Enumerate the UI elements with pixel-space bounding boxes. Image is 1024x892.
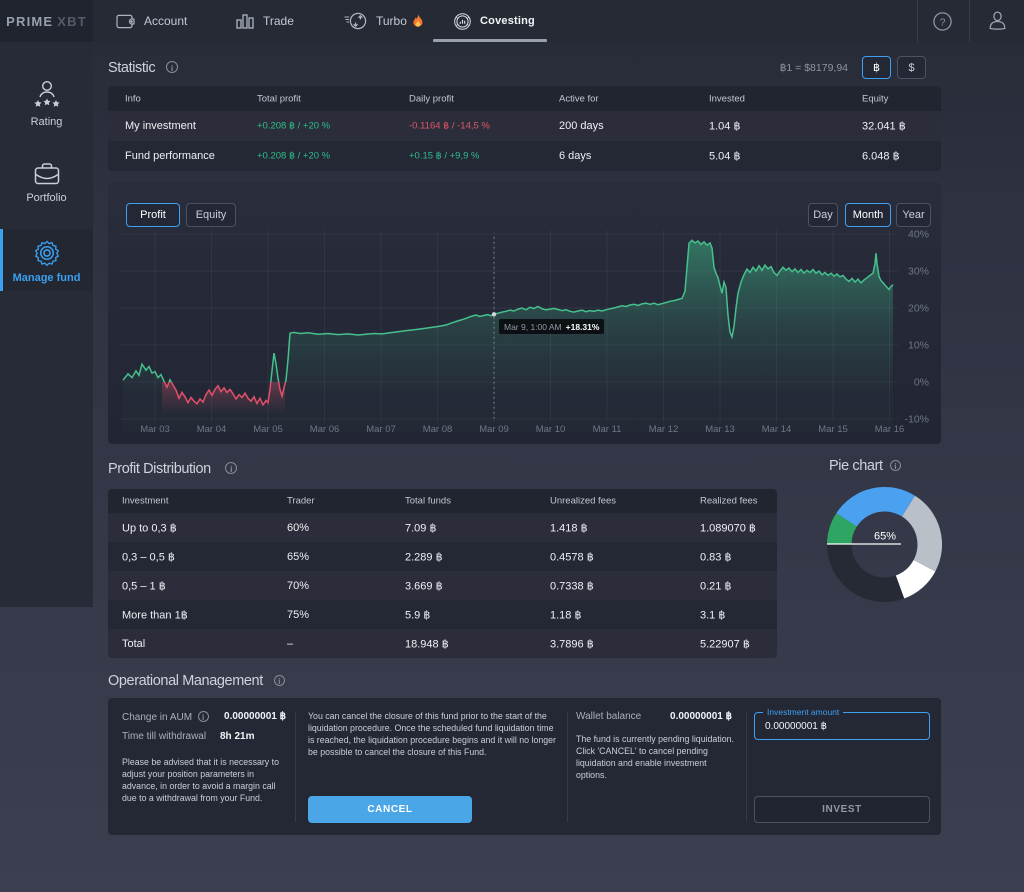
svg-text:Mar 14: Mar 14 <box>762 424 792 435</box>
svg-text:20%: 20% <box>908 303 929 315</box>
svg-text:0%: 0% <box>914 377 929 389</box>
svg-text:?: ? <box>940 16 946 28</box>
svg-text:Mar 05: Mar 05 <box>253 424 283 435</box>
svg-text:Mar 13: Mar 13 <box>705 424 735 435</box>
svg-text:Mar 10: Mar 10 <box>536 424 566 435</box>
svg-text:Mar 09: Mar 09 <box>479 424 509 435</box>
svg-text:65%: 65% <box>874 531 896 543</box>
svg-text:30%: 30% <box>908 266 929 278</box>
svg-text:Mar 16: Mar 16 <box>875 424 905 435</box>
svg-text:10%: 10% <box>908 340 929 352</box>
svg-text:Mar 03: Mar 03 <box>140 424 170 435</box>
svg-text:Mar 06: Mar 06 <box>310 424 340 435</box>
svg-text:Mar 15: Mar 15 <box>818 424 848 435</box>
svg-text:Mar 08: Mar 08 <box>423 424 453 435</box>
svg-text:Mar 07: Mar 07 <box>366 424 396 435</box>
svg-text:40%: 40% <box>908 229 929 241</box>
svg-text:Mar 11: Mar 11 <box>593 424 622 435</box>
svg-text:Mar 04: Mar 04 <box>197 424 227 435</box>
svg-text:-10%: -10% <box>904 414 929 426</box>
svg-text:Mar 12: Mar 12 <box>649 424 679 435</box>
